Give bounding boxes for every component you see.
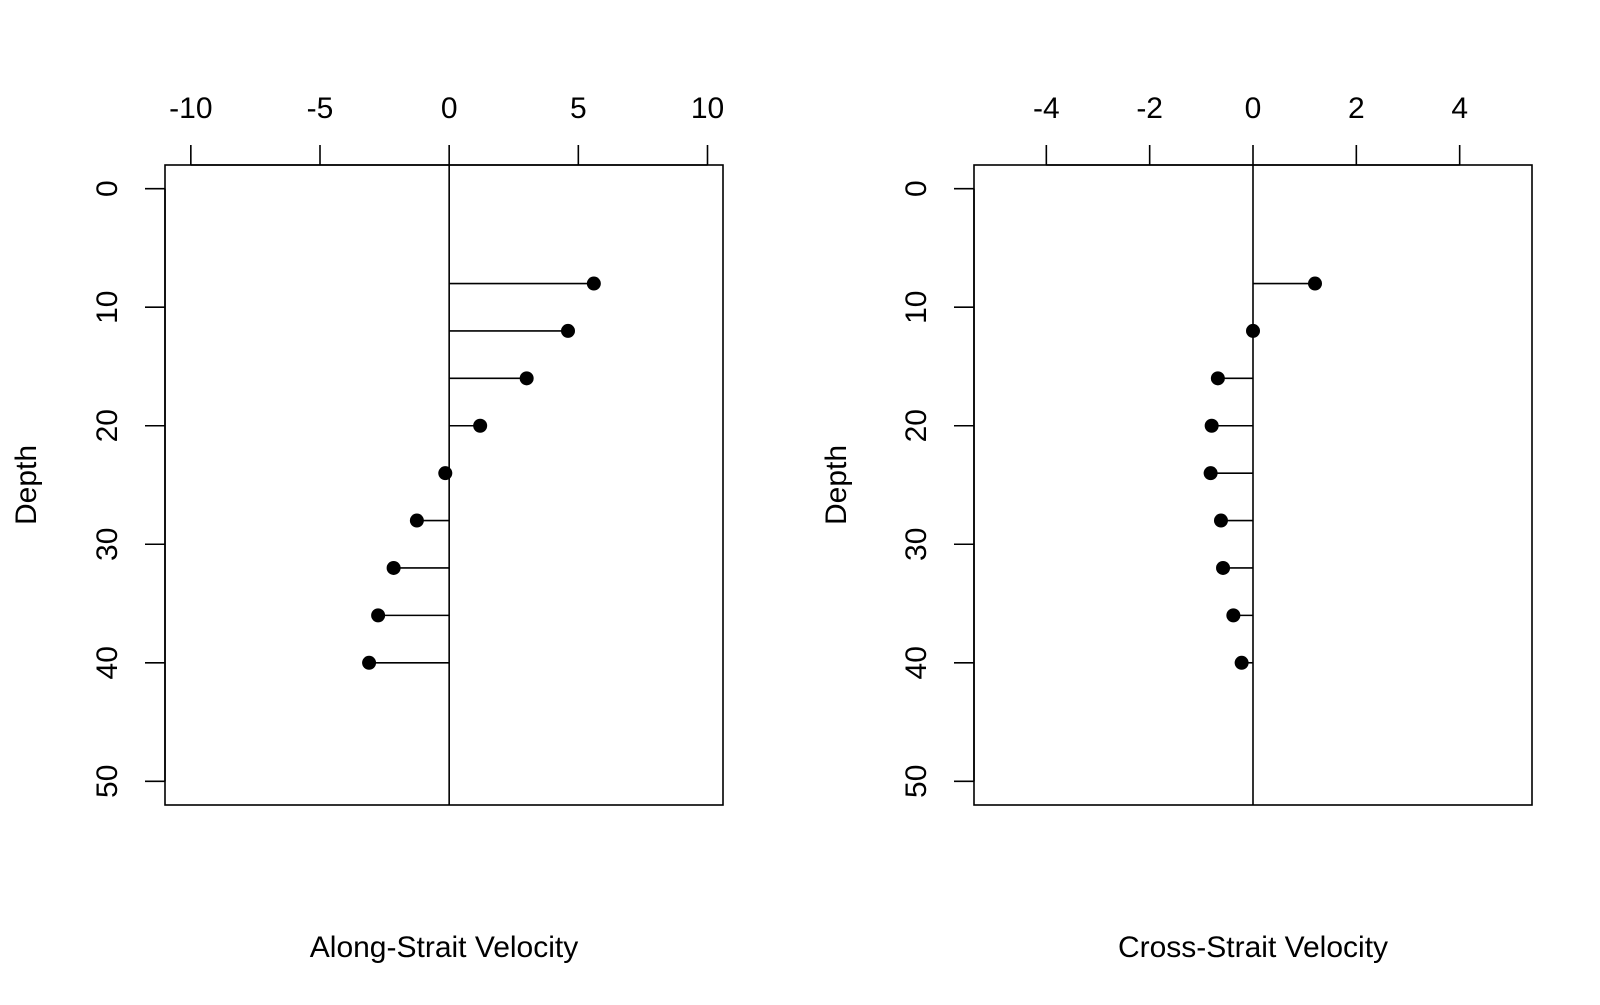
data-point <box>1308 276 1322 291</box>
y-tick-label: 40 <box>900 646 933 679</box>
y-tick-label: 50 <box>900 765 933 798</box>
y-tick-label: 20 <box>900 409 933 442</box>
y-tick-label: 40 <box>91 646 124 679</box>
y-tick-label: 30 <box>91 528 124 561</box>
x-tick-label: -4 <box>1033 92 1060 125</box>
data-point <box>362 655 377 670</box>
y-tick-label: 50 <box>91 765 124 798</box>
x-tick-label: -2 <box>1136 92 1163 125</box>
data-point <box>1226 608 1241 623</box>
y-axis-label: Depth <box>820 445 853 525</box>
y-axis-label: Depth <box>10 445 43 525</box>
x-tick-label: 5 <box>570 92 587 125</box>
x-tick-label: 0 <box>1245 92 1262 125</box>
data-point <box>1246 323 1260 338</box>
x-axis-label: Along-Strait Velocity <box>310 931 578 964</box>
data-point <box>1204 418 1219 433</box>
y-tick-label: 10 <box>91 291 124 324</box>
data-point <box>1210 371 1225 386</box>
y-tick-label: 30 <box>900 528 933 561</box>
data-point <box>438 466 453 481</box>
data-point <box>561 323 575 338</box>
along-strait-panel: -10 -5 0 5 10 0 10 20 30 40 50 Along-Strait Veloci… <box>10 92 724 964</box>
data-point <box>409 513 424 528</box>
x-tick-label: 2 <box>1348 92 1365 125</box>
data-point <box>1216 560 1231 575</box>
data-point <box>1213 513 1228 528</box>
chart-marks <box>362 165 601 805</box>
axes: -10 -5 0 5 10 0 10 20 30 40 50 <box>91 92 724 798</box>
x-tick-label: 4 <box>1451 92 1468 125</box>
data-point <box>386 560 401 575</box>
x-axis-label: Cross-Strait Velocity <box>1118 931 1388 964</box>
data-point <box>473 418 488 433</box>
y-tick-label: 0 <box>900 180 933 197</box>
plot-frame <box>164 164 724 806</box>
data-point <box>586 276 601 291</box>
y-tick-label: 0 <box>91 180 124 197</box>
y-tick-label: 10 <box>900 291 933 324</box>
data-point <box>371 608 386 623</box>
x-tick-label: -10 <box>169 92 212 125</box>
x-tick-label: 10 <box>691 92 724 125</box>
data-point <box>1203 466 1218 481</box>
data-point <box>1234 655 1249 670</box>
x-tick-label: 0 <box>441 92 458 125</box>
y-tick-label: 20 <box>91 409 124 442</box>
data-point <box>519 371 534 386</box>
chart-marks <box>1203 165 1322 805</box>
x-tick-label: -5 <box>307 92 334 125</box>
